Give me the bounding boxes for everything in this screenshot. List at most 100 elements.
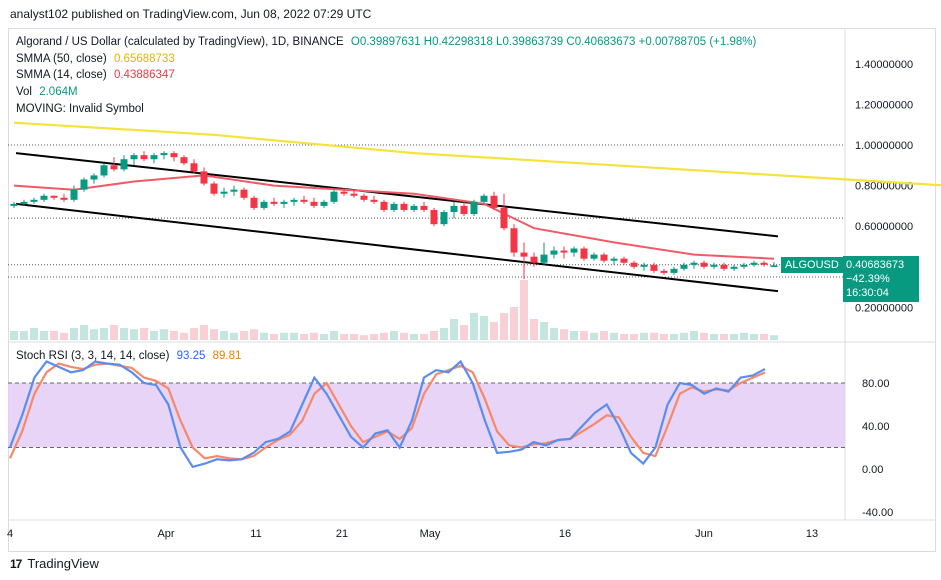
candle-body <box>170 153 178 158</box>
volume-bar <box>630 334 638 340</box>
candle-body <box>270 201 278 204</box>
candle-body <box>90 175 98 180</box>
candle-body <box>500 207 508 229</box>
volume-bar <box>500 313 508 340</box>
stoch-d-value: 89.81 <box>212 350 242 362</box>
legend-stoch-row[interactable]: Stoch RSI (3, 3, 14, 14, close) 93.25 89… <box>16 350 245 362</box>
candle-body <box>580 248 588 259</box>
time-axis-tick: 16 <box>559 528 571 540</box>
volume-bar <box>550 328 558 340</box>
volume-bar <box>350 334 358 340</box>
candle-body <box>560 250 568 253</box>
volume-bar <box>760 334 768 340</box>
volume-bar <box>300 334 308 340</box>
volume-bar <box>620 334 628 340</box>
chart-frame <box>8 28 936 552</box>
legend-sma14-row[interactable]: SMMA (14, close) 0.43886347 <box>16 69 179 81</box>
candle-body <box>630 262 638 267</box>
volume-bar <box>190 328 198 340</box>
candle-body <box>160 153 168 156</box>
volume-bar <box>120 328 128 340</box>
candle-body <box>350 193 358 196</box>
candle-body <box>470 201 478 215</box>
volume-bar <box>390 331 398 340</box>
candle-body <box>770 265 778 268</box>
candle-body <box>400 203 408 210</box>
volume-bar <box>160 329 168 340</box>
stoch-k-line <box>8 359 766 469</box>
last-price: 0.40683673 <box>846 259 905 271</box>
candle-body <box>570 248 578 253</box>
candle-body <box>40 195 48 200</box>
candle-body <box>390 203 398 210</box>
candle-body <box>420 205 428 210</box>
candle-body <box>250 197 258 208</box>
bar-countdown: 16:30:04 <box>846 287 889 299</box>
sma14-value: 0.43886347 <box>113 69 175 81</box>
volume-bar <box>440 328 448 340</box>
candle-body <box>680 264 688 269</box>
candle-body <box>610 258 618 261</box>
volume-bar <box>210 329 218 340</box>
candle-body <box>410 205 418 210</box>
volume-bar <box>590 332 598 340</box>
legend-sma50-row[interactable]: SMMA (50, close) 0.65688733 <box>16 53 179 65</box>
candle-body <box>600 254 608 261</box>
candle-body <box>150 155 158 160</box>
candle-body <box>190 163 198 172</box>
volume-bar <box>710 334 718 340</box>
candle-body <box>640 264 648 267</box>
footer-brand[interactable]: TradingView <box>27 556 99 571</box>
candle-body <box>720 264 728 269</box>
candle-body <box>50 195 58 198</box>
candle-body <box>460 205 468 215</box>
candle-body <box>230 189 238 192</box>
volume-bar <box>130 329 138 340</box>
volume-bar <box>690 331 698 340</box>
volume-bar <box>380 332 388 340</box>
price-axis-tick: 1.00000000 <box>855 140 913 152</box>
volume-bar <box>80 325 88 340</box>
vol-value: 2.064M <box>39 86 78 98</box>
volume-bar <box>220 331 228 340</box>
time-axis-tick: 13 <box>806 528 818 540</box>
volume-bar <box>530 319 538 340</box>
candle-body <box>10 203 18 206</box>
candle-body <box>340 191 348 194</box>
sma14-line <box>13 174 775 260</box>
candle-body <box>730 266 738 269</box>
candle-body <box>510 228 518 253</box>
price-axis-tick: 1.40000000 <box>855 59 913 71</box>
time-axis-tick: Apr <box>157 528 174 540</box>
volume-bar <box>510 307 518 340</box>
tradingview-logo-icon[interactable]: 17 <box>10 556 22 571</box>
volume-bar <box>30 328 38 340</box>
candle-body <box>20 201 28 204</box>
legend-vol-row[interactable]: Vol 2.064M <box>16 86 82 98</box>
candle-body <box>750 262 758 265</box>
candle-body <box>330 191 338 202</box>
volume-bar <box>330 331 338 340</box>
volume-bar <box>420 334 428 340</box>
symbol-tag: ALGOUSD <box>781 257 843 273</box>
candle-body <box>100 165 108 176</box>
time-axis-tick: 21 <box>336 528 348 540</box>
moving-label: MOVING: Invalid Symbol <box>16 103 144 115</box>
volume-bar <box>20 331 28 340</box>
candle-body <box>140 155 148 160</box>
legend-moving-row[interactable]: MOVING: Invalid Symbol <box>16 103 148 115</box>
volume-bar <box>400 332 408 340</box>
volume-bar <box>560 329 568 340</box>
channel-upper-line <box>15 152 779 238</box>
candle-body <box>660 270 668 273</box>
volume-bar <box>270 334 278 340</box>
volume-bar <box>10 331 18 340</box>
footer: 17 TradingView <box>10 556 99 571</box>
volume-bar <box>490 322 498 340</box>
volume-bar <box>600 331 608 340</box>
symbol-title[interactable]: Algorand / US Dollar (calculated by Trad… <box>16 36 344 48</box>
price-change: −42.39% <box>846 273 890 285</box>
candle-body <box>80 179 88 190</box>
price-axis-tick: 0.60000000 <box>855 221 913 233</box>
